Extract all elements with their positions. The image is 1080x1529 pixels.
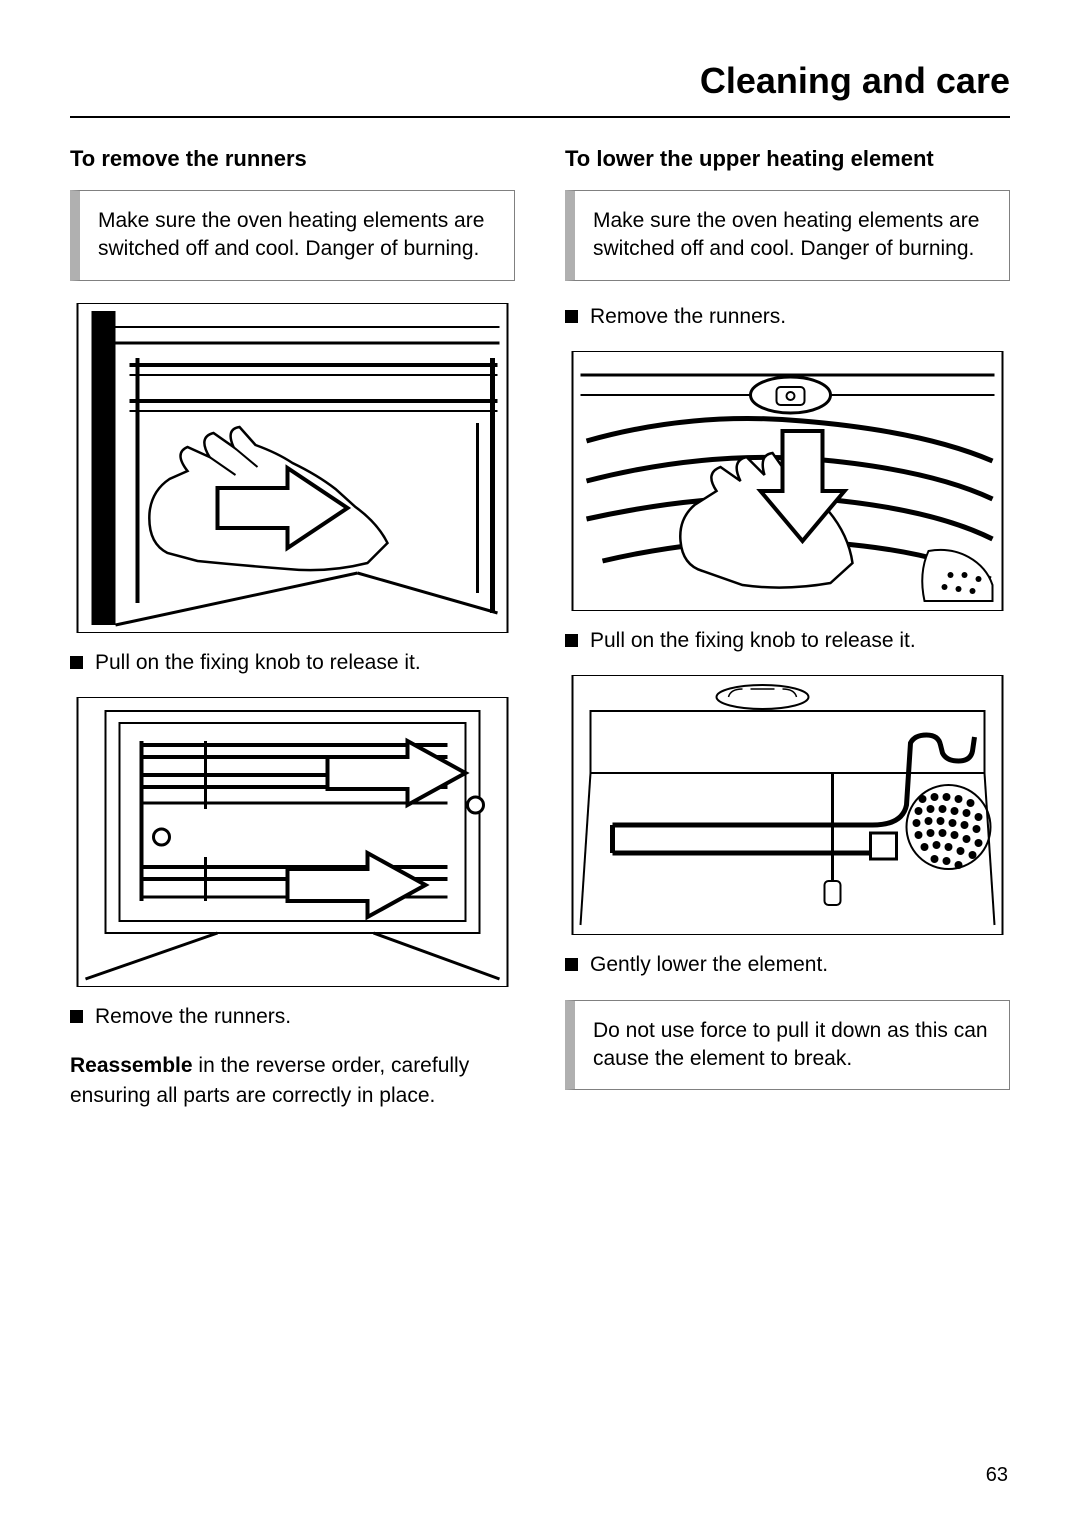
left-reassemble-para: Reassemble in the reverse order, careful… [70,1051,515,1110]
right-bullet-1: Remove the runners. [565,303,1010,331]
left-heading: To remove the runners [70,146,515,172]
right-bullet-3-text: Gently lower the element. [590,951,828,979]
right-bullet-2: Pull on the fixing knob to release it. [565,627,1010,655]
left-warning-box: Make sure the oven heating elements are … [70,190,515,281]
bullet-square-icon [565,634,578,647]
bullet-square-icon [70,1010,83,1023]
bullet-square-icon [70,656,83,669]
left-bullet-2: Remove the runners. [70,1003,515,1031]
right-warning-box: Make sure the oven heating elements are … [565,190,1010,281]
content-columns: To remove the runners Make sure the oven… [70,146,1010,1130]
illustration-remove-runners-2 [70,697,515,987]
right-bullet-1-text: Remove the runners. [590,303,786,331]
bullet-square-icon [565,958,578,971]
right-caution-box: Do not use force to pull it down as this… [565,1000,1010,1091]
left-bullet-1: Pull on the fixing knob to release it. [70,649,515,677]
page-number: 63 [986,1464,1008,1487]
page-title: Cleaning and care [70,60,1010,118]
illustration-remove-runners-1 [70,303,515,633]
right-column: To lower the upper heating element Make … [565,146,1010,1130]
illustration-lower-element-1 [565,351,1010,611]
reassemble-bold: Reassemble [70,1054,193,1077]
illustration-lower-element-2 [565,675,1010,935]
left-column: To remove the runners Make sure the oven… [70,146,515,1130]
left-bullet-1-text: Pull on the fixing knob to release it. [95,649,421,677]
bullet-square-icon [565,310,578,323]
right-bullet-2-text: Pull on the fixing knob to release it. [590,627,916,655]
right-bullet-3: Gently lower the element. [565,951,1010,979]
right-heading: To lower the upper heating element [565,146,1010,172]
left-bullet-2-text: Remove the runners. [95,1003,291,1031]
